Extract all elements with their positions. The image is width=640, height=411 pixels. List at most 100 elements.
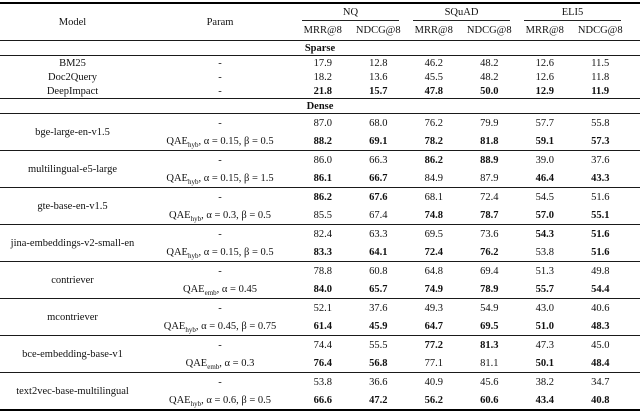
param-value: - (218, 154, 222, 166)
metric-value: 54.9 (480, 302, 499, 314)
metric-value: 64.1 (369, 246, 388, 258)
divider (0, 98, 640, 99)
model-group: bce-embedding-base-v1 - 74.4 55.5 77.2 8… (0, 336, 640, 372)
metric-value: 12.6 (535, 57, 554, 69)
table-row: Doc2Query - 18.2 13.6 45.5 48.2 12.6 11.… (0, 70, 640, 84)
model-group: mcontriever - 52.1 37.6 49.3 54.9 43.0 4… (0, 299, 640, 335)
metric-value: 50.0 (480, 85, 499, 97)
metric-value: 61.4 (313, 320, 332, 332)
metric-value: 85.5 (313, 209, 332, 221)
divider (0, 224, 640, 225)
metric-value: 54.4 (591, 283, 610, 295)
param-value: QAEemb, α = 0.3 (185, 357, 255, 371)
model-name: multilingual-e5-large (27, 163, 118, 175)
column-header-model: Model (58, 16, 87, 28)
model-name: bce-embedding-base-v1 (22, 348, 123, 360)
table-header: Model Param NQ SQuAD ELI5 MRR@8 NDCG@8 M… (0, 4, 640, 40)
metric-value: 87.0 (313, 117, 332, 129)
param-value: - (218, 191, 222, 203)
metric-value: 45.0 (591, 339, 610, 351)
metric-value: 49.3 (424, 302, 443, 314)
metric-value: 82.4 (313, 228, 332, 240)
metric-value: 37.6 (591, 154, 610, 166)
metric-value: 37.6 (369, 302, 388, 314)
model-name: mcontriever (47, 311, 98, 323)
model-group: jina-embeddings-v2-small-en - 82.4 63.3 … (0, 225, 640, 261)
metric-value: 36.6 (369, 376, 388, 388)
metric-value: 47.3 (535, 339, 554, 351)
metric-value: 54.3 (535, 228, 554, 240)
metric-value: 69.1 (369, 135, 388, 147)
param-value: QAEhyb, α = 0.6, β = 0.5 (168, 394, 272, 408)
metric-value: 72.4 (480, 191, 499, 203)
metric-value: 51.3 (535, 265, 554, 277)
metric-value: 12.6 (535, 71, 554, 83)
metric-value: 86.2 (313, 191, 332, 203)
divider (0, 40, 640, 41)
metric-value: 77.1 (424, 357, 443, 369)
metric-value: 60.6 (480, 394, 499, 406)
metric-value: 74.8 (424, 209, 443, 221)
model-name: gte-base-en-v1.5 (37, 200, 108, 212)
metric-value: 43.4 (535, 394, 554, 406)
param-value: QAEhyb, α = 0.15, β = 0.5 (166, 135, 274, 149)
model-group: gte-base-en-v1.5 - 86.2 67.6 68.1 72.4 5… (0, 188, 640, 224)
metric-value: 51.6 (591, 246, 610, 258)
metric-value: 46.4 (535, 172, 554, 184)
metric-value: 66.6 (313, 394, 332, 406)
metric-value: 39.0 (535, 154, 554, 166)
metric-value: 84.0 (313, 283, 332, 295)
divider (0, 113, 640, 114)
param-value: - (218, 339, 222, 351)
metric-value: 81.3 (480, 339, 499, 351)
metric-value: 57.7 (535, 117, 554, 129)
metric-value: 53.8 (313, 376, 332, 388)
metric-value: 17.9 (313, 57, 332, 69)
metric-value: 83.3 (313, 246, 332, 258)
metric-value: 59.1 (535, 135, 554, 147)
metric-value: 48.4 (591, 357, 610, 369)
metric-value: 67.4 (369, 209, 388, 221)
metric-value: 81.8 (480, 135, 499, 147)
metric-value: 40.6 (591, 302, 610, 314)
model-group: text2vec-base-multilingual - 53.8 36.6 4… (0, 373, 640, 409)
param-value: - (218, 85, 222, 97)
param-value: QAEhyb, α = 0.15, β = 1.5 (166, 172, 274, 186)
metric-value: 78.7 (480, 209, 499, 221)
model-name: contriever (51, 274, 94, 286)
metric-value: 67.6 (369, 191, 388, 203)
metric-value: 68.1 (424, 191, 443, 203)
metric-value: 38.2 (535, 376, 554, 388)
divider (0, 187, 640, 188)
metric-value: 60.8 (369, 265, 388, 277)
metric-value: 69.5 (480, 320, 499, 332)
metric-value: 49.8 (591, 265, 610, 277)
table-row: DeepImpact - 21.8 15.7 47.8 50.0 12.9 11… (0, 84, 640, 98)
metric-value: 43.3 (591, 172, 610, 184)
metric-value: 63.3 (369, 228, 388, 240)
param-value: QAEemb, α = 0.45 (183, 283, 257, 297)
metric-header: NDCG@8 (355, 25, 401, 36)
metric-value: 50.1 (535, 357, 554, 369)
metric-value: 77.2 (424, 339, 443, 351)
metric-value: 55.5 (369, 339, 388, 351)
metric-header: NDCG@8 (466, 25, 512, 36)
column-header-param: Param (206, 16, 234, 28)
metric-value: 40.8 (591, 394, 610, 406)
model-group: bge-large-en-v1.5 - 87.0 68.0 76.2 79.9 … (0, 114, 640, 150)
param-value: QAEhyb, α = 0.45, β = 0.75 (163, 320, 277, 334)
metric-value: 54.5 (535, 191, 554, 203)
metric-value: 12.8 (369, 57, 388, 69)
divider (0, 335, 640, 336)
param-value: QAEhyb, α = 0.15, β = 0.5 (166, 246, 274, 260)
metric-value: 88.9 (480, 154, 499, 166)
metric-value: 78.8 (313, 265, 332, 277)
metric-value: 79.9 (480, 117, 499, 129)
metric-value: 13.6 (369, 71, 388, 83)
metric-header: MRR@8 (414, 25, 453, 36)
dataset-header-nq: NQ (295, 4, 406, 21)
model-name: DeepImpact (46, 85, 99, 97)
param-value: - (218, 302, 222, 314)
section-label-dense: Dense (306, 100, 334, 112)
